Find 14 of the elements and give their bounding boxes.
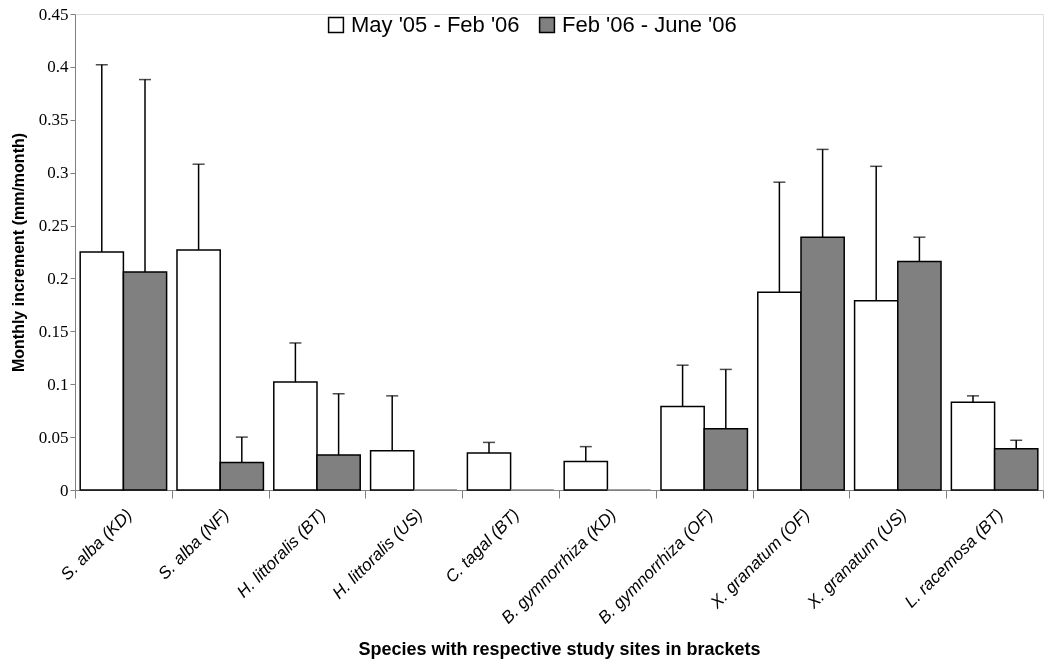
y-tick-label: 0.25 bbox=[38, 216, 69, 236]
y-tick-label: 0.4 bbox=[47, 57, 69, 77]
legend-label: May '05 - Feb '06 bbox=[351, 12, 520, 37]
y-axis-title: Monthly increment (mm/month) bbox=[9, 132, 27, 373]
y-tick-label: 0.05 bbox=[38, 427, 69, 447]
y-tick-label: 0.1 bbox=[47, 374, 69, 394]
legend-label: Feb '06 - June '06 bbox=[562, 12, 737, 37]
y-tick-label: 0.2 bbox=[47, 268, 69, 288]
y-tick-label: 0.15 bbox=[38, 321, 69, 341]
y-tick-label: 0.45 bbox=[38, 4, 69, 24]
y-tick-label: 0.3 bbox=[47, 163, 69, 183]
x-axis-title: Species with respective study sites in brackets bbox=[358, 638, 761, 659]
y-tick-label: 0.35 bbox=[38, 110, 69, 130]
y-tick-label: 0 bbox=[60, 480, 69, 500]
